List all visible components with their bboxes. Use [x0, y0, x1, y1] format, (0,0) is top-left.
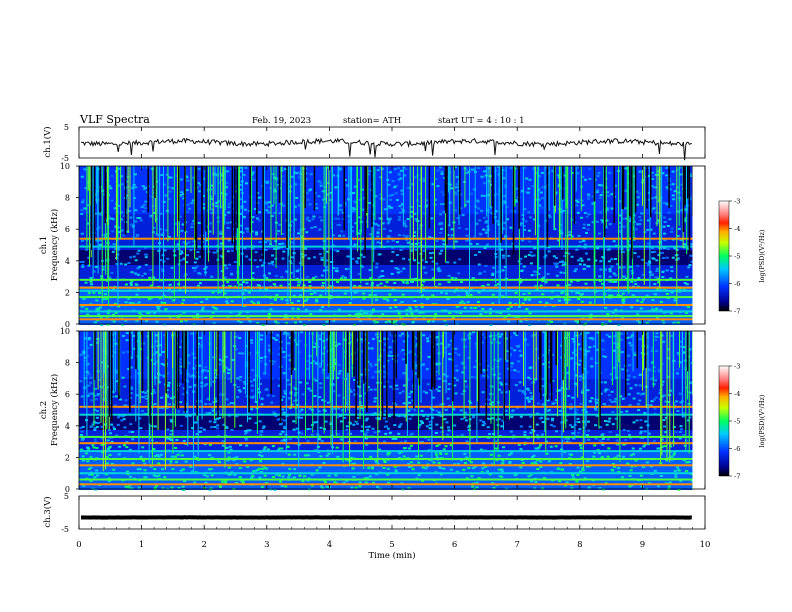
ytick-label: 2	[65, 288, 70, 297]
colorbar-tick-label: -5	[734, 253, 740, 261]
xtick-label: 6	[452, 540, 457, 550]
ch1-ytick-bottom: -5	[61, 154, 69, 163]
ch2-yticks: 0 2 4 6 8 10	[60, 327, 79, 494]
ch1-ylabel-frequency: Frequency (kHz)	[49, 209, 60, 281]
ch1-colorbar: -3 -4 -5 -6 -7 log(PSD)(V²/Hz)	[718, 198, 766, 316]
ytick-label: 8	[65, 194, 70, 203]
ytick-label: 6	[65, 390, 70, 399]
ch2-ylabel-frequency: Frequency (kHz)	[49, 374, 60, 446]
ch2-spectrogram-image	[79, 331, 705, 491]
ch1-spectrogram-image	[79, 166, 705, 326]
colorbar-tick-label: -4	[734, 225, 740, 233]
ytick-label: 4	[65, 257, 70, 266]
ch3-ylabel: ch.3(V)	[42, 496, 53, 527]
ch2-colorbar-ticks: -3 -4 -5 -6 -7	[729, 363, 740, 481]
colorbar-tick-label: -4	[734, 390, 740, 398]
colorbar-tick-label: -7	[734, 473, 740, 481]
time-axis: 0 1 2 3 4 5 6 7 8 9 10	[76, 127, 710, 550]
ytick-label: 6	[65, 225, 70, 234]
ch1-ylabel: ch.1(V)	[42, 126, 53, 157]
ch1-waveform-line	[80, 137, 692, 161]
ch1-spectrogram-panel: 0 2 4 6 8 10 ch.1 Frequency (kHz)	[39, 162, 706, 329]
ch1-colorbar-gradient	[718, 200, 730, 312]
ytick-label: 10	[60, 327, 70, 336]
xtick-label: 1	[139, 540, 144, 550]
xtick-label: 4	[327, 540, 332, 550]
ch2-colorbar-label: log(PSD)(V²/Hz)	[758, 394, 766, 447]
ch2-colorbar-gradient	[718, 365, 730, 477]
xtick-label: 0	[76, 540, 81, 550]
ch3-ytick-bottom: -5	[61, 525, 69, 534]
colorbar-tick-label: -6	[734, 445, 740, 453]
colorbar-tick-label: -5	[734, 418, 740, 426]
ch1-colorbar-ticks: -3 -4 -5 -6 -7	[729, 198, 740, 316]
figure-title: VLF Spectra	[79, 113, 150, 126]
time-axis-label: Time (min)	[368, 550, 415, 561]
colorbar-tick-label: -7	[734, 308, 740, 316]
xtick-label: 5	[389, 540, 394, 550]
xtick-label: 3	[264, 540, 269, 550]
ch3-ytick-top: 5	[64, 492, 69, 501]
ytick-label: 4	[65, 422, 70, 431]
ch2-spectrogram-panel: 0 2 4 6 8 10 ch.2 Frequency (kHz)	[39, 327, 706, 494]
ch2-ylabel-channel: ch.2	[39, 401, 49, 419]
xtick-label: 7	[514, 540, 519, 550]
ytick-label: 10	[60, 162, 70, 171]
ytick-label: 2	[65, 453, 70, 462]
ch2-colorbar: -3 -4 -5 -6 -7 log(PSD)(V²/Hz)	[718, 363, 766, 481]
ch1-colorbar-label: log(PSD)(V²/Hz)	[758, 229, 766, 282]
ytick-label: 8	[65, 359, 70, 368]
ytick-label: 0	[65, 320, 70, 329]
ch1-ylabel-channel: ch.1	[39, 236, 49, 254]
ytick-label: 0	[65, 485, 70, 494]
colorbar-tick-label: -6	[734, 280, 740, 288]
ch3-waveform-frame	[78, 495, 706, 530]
xtick-label: 10	[700, 540, 711, 550]
date-label: Feb. 19, 2023	[252, 116, 311, 126]
ch1-yticks: 0 2 4 6 8 10	[60, 162, 79, 329]
xtick-label: 8	[577, 540, 582, 550]
xtick-label: 2	[201, 540, 206, 550]
ch1-ytick-top: 5	[64, 123, 69, 132]
start-time-label: start UT = 4 : 10 : 1	[438, 116, 525, 126]
colorbar-tick-label: -3	[734, 198, 740, 206]
xtick-label: 9	[640, 540, 645, 550]
station-label: station= ATH	[343, 116, 401, 126]
colorbar-tick-label: -3	[734, 363, 740, 371]
